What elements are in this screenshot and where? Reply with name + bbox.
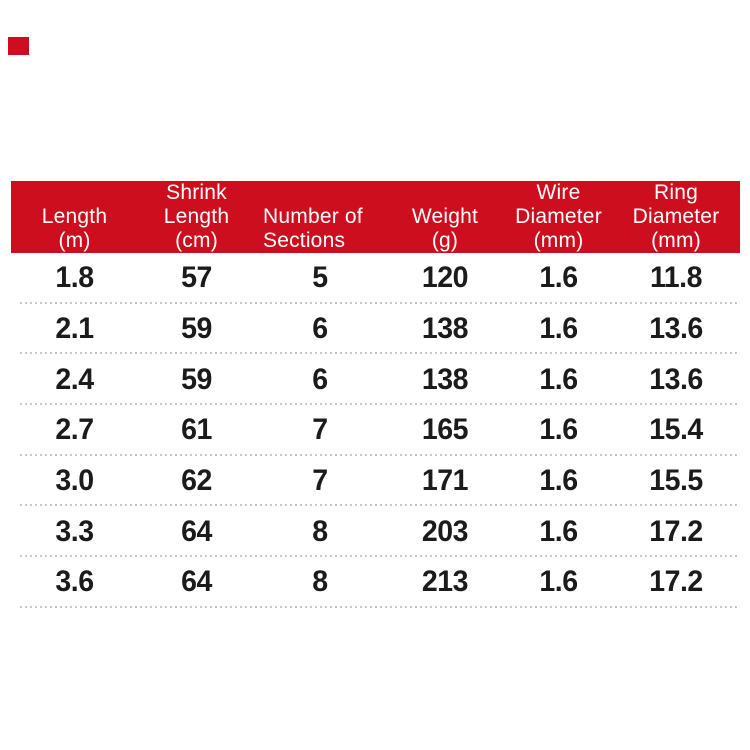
- table-cell-weight: 165: [421, 413, 469, 447]
- header-line: (m): [58, 229, 91, 252]
- table-cell-shrink_length: 62: [181, 464, 212, 498]
- header-line: (mm): [651, 229, 701, 252]
- table-cell-sections: 7: [312, 413, 328, 447]
- table-cell-shrink_length: 57: [181, 261, 212, 295]
- header-line: Shrink: [166, 181, 227, 204]
- header-line: (cm): [175, 229, 218, 252]
- header-cell-ring-diameter: Ring Diameter (mm): [612, 181, 740, 260]
- table-row: 3.6 64 8 213 1.6 17.2: [11, 557, 740, 608]
- table-row: 3.0 62 7 171 1.6 15.5: [11, 456, 740, 507]
- table-cell-wire_diameter: 1.6: [539, 464, 578, 498]
- table-cell-sections: 6: [312, 312, 328, 346]
- header-cell-shrink-length: Shrink Length (cm): [138, 181, 255, 260]
- table-cell-weight: 138: [421, 362, 469, 396]
- table-cell-ring_diameter: 13.6: [649, 362, 703, 396]
- table-cell-weight: 213: [421, 565, 469, 599]
- corner-accent-mark: [8, 37, 29, 55]
- header-line: Number of: [263, 205, 363, 228]
- header-line: Diameter: [515, 205, 602, 228]
- table-cell-wire_diameter: 1.6: [539, 565, 578, 599]
- header-line: Length: [41, 205, 108, 228]
- table-cell-length: 3.0: [55, 464, 94, 498]
- header-line: Weight: [411, 205, 479, 228]
- table-cell-wire_diameter: 1.6: [539, 312, 578, 346]
- table-cell-ring_diameter: 13.6: [649, 312, 703, 346]
- table-row: 2.4 59 6 138 1.6 13.6: [11, 354, 740, 405]
- table-row: 2.1 59 6 138 1.6 13.6: [11, 304, 740, 355]
- table-cell-sections: 5: [312, 261, 328, 295]
- table-cell-weight: 203: [421, 514, 469, 548]
- header-line: Length: [163, 205, 230, 228]
- table-cell-sections: 8: [312, 565, 328, 599]
- table-cell-sections: 8: [312, 514, 328, 548]
- table-cell-ring_diameter: 11.8: [649, 261, 702, 295]
- table-cell-length: 2.7: [55, 413, 94, 447]
- header-cell-number-of-sections: Number of Sections: [255, 205, 385, 260]
- table-cell-ring_diameter: 15.4: [649, 413, 703, 447]
- table-cell-shrink_length: 64: [181, 514, 212, 548]
- table-cell-length: 3.3: [55, 514, 94, 548]
- table-cell-weight: 171: [421, 464, 469, 498]
- header-cell-wire-diameter: Wire Diameter (mm): [505, 181, 612, 260]
- table-cell-sections: 6: [312, 362, 328, 396]
- table-cell-ring_diameter: 17.2: [649, 514, 703, 548]
- spec-table: Length (m) Shrink Length (cm) Number of …: [11, 181, 740, 608]
- table-cell-wire_diameter: 1.6: [539, 514, 578, 548]
- table-header-row: Length (m) Shrink Length (cm) Number of …: [11, 181, 740, 253]
- table-body: 1.8 57 5 120 1.6 11.8 2.1 59 6 138 1.6 13.6 2.4 59 6 13…: [11, 253, 740, 608]
- header-cell-weight: Weight (g): [385, 205, 505, 260]
- table-cell-length: 2.1: [55, 312, 94, 346]
- header-line: (mm): [533, 229, 584, 252]
- table-cell-weight: 120: [421, 261, 469, 295]
- header-line: Diameter: [632, 205, 720, 228]
- table-cell-sections: 7: [312, 464, 328, 498]
- table-row: 2.7 61 7 165 1.6 15.4: [11, 405, 740, 456]
- header-line: (g): [431, 229, 459, 252]
- table-cell-length: 1.8: [55, 261, 94, 295]
- header-line: Wire: [536, 181, 581, 204]
- table-row: 1.8 57 5 120 1.6 11.8: [11, 253, 740, 304]
- table-cell-shrink_length: 61: [181, 413, 212, 447]
- table-cell-length: 3.6: [55, 565, 94, 599]
- header-line: Sections: [263, 229, 346, 252]
- table-cell-ring_diameter: 17.2: [649, 565, 703, 599]
- header-line: Ring: [654, 181, 698, 204]
- table-cell-shrink_length: 59: [181, 362, 212, 396]
- header-cell-length: Length (m): [11, 205, 138, 260]
- table-cell-wire_diameter: 1.6: [539, 261, 578, 295]
- table-cell-wire_diameter: 1.6: [539, 413, 578, 447]
- table-cell-shrink_length: 64: [181, 565, 212, 599]
- table-cell-wire_diameter: 1.6: [539, 362, 578, 396]
- table-cell-ring_diameter: 15.5: [649, 464, 703, 498]
- table-cell-weight: 138: [421, 312, 469, 346]
- table-cell-length: 2.4: [55, 362, 94, 396]
- table-cell-shrink_length: 59: [181, 312, 212, 346]
- table-row: 3.3 64 8 203 1.6 17.2: [11, 506, 740, 557]
